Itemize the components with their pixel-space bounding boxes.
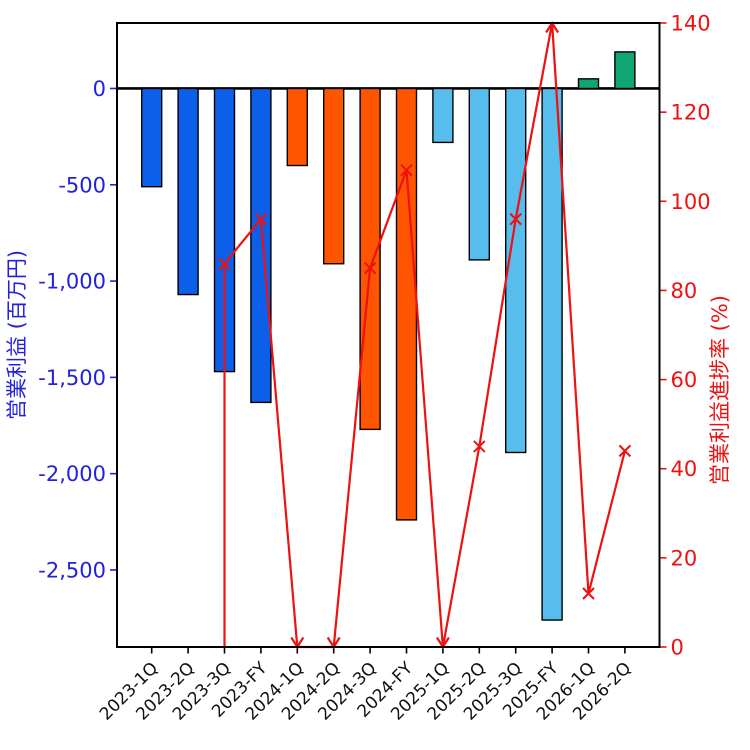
bar-2024-3Q [359,87,381,431]
bar-2023-1Q [140,87,163,188]
plot-border [116,22,661,648]
right-tick-label: 60 [671,368,698,392]
marker-x-2025-2Q [473,440,486,453]
right-tick-label: 120 [671,101,711,125]
left-tick-label: -500 [58,173,106,197]
bar-2023-2Q [177,87,199,296]
left-tick-label: -1,500 [38,366,106,390]
bar-2024-2Q [323,87,345,265]
bar-2025-1Q [432,87,454,144]
marker-x-2025-3Q [509,212,522,226]
right-tick-label: 80 [671,279,698,303]
right-tick-label: 0 [671,636,684,660]
left-tick-label: -1,000 [38,270,106,294]
bar-2026-2Q [614,51,636,90]
bar-2024-1Q [286,87,308,167]
bar-2026-1Q [577,78,600,90]
left-tick-label: 0 [93,77,106,101]
marker-x-2024-FY [400,163,413,177]
bar-2024-FY [395,87,418,521]
bar-2025-FY [541,87,563,621]
left-axis-title: 営業利益 (百万円) [5,250,29,420]
left-tick-label: -2,000 [38,462,106,486]
plot-background [117,23,660,647]
marker-x-2023-3Q [218,257,231,270]
right-tick-label: 40 [671,457,698,481]
right-tick-label: 100 [671,190,711,214]
bar-2023-FY [250,87,272,404]
right-axis-title: 営業利益進捗率 (%) [708,295,732,485]
marker-x-2026-1Q [582,587,595,600]
bar-2025-3Q [505,87,527,454]
left-tick-label: -2,500 [38,558,106,582]
marker-x-2023-FY [254,212,268,226]
bar-2025-2Q [468,87,490,261]
marker-x-2026-2Q [618,444,632,458]
plot-area: 0 -500 -1,000 -1,500 -2,000 -2,500 0 20 40 60 80 10… [38,12,710,725]
right-tick-label: 20 [671,546,698,570]
right-tick-label: 140 [671,12,711,36]
marker-x-2024-3Q [363,261,377,275]
